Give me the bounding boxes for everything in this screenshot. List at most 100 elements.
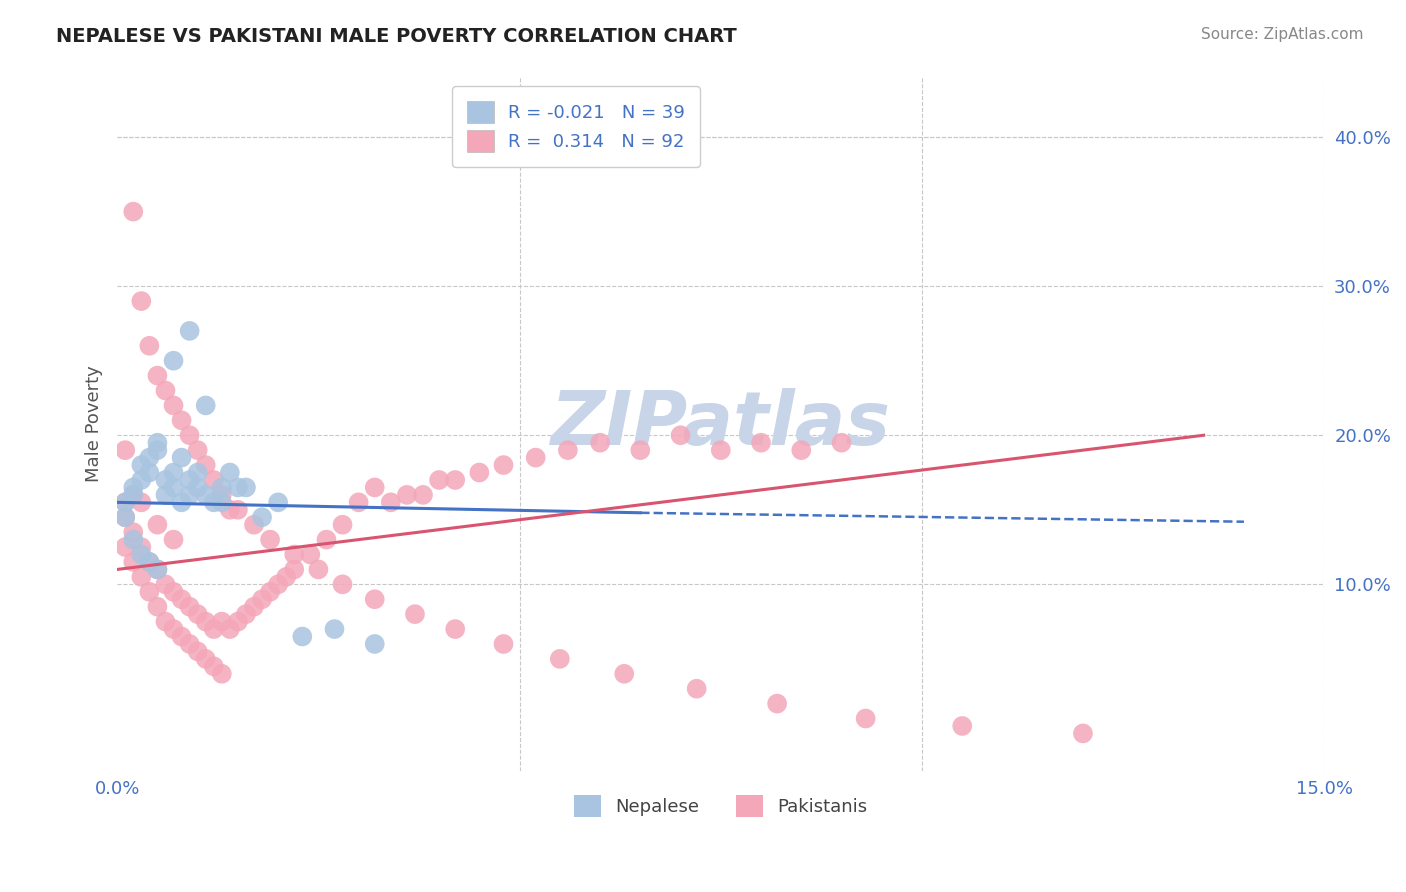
Point [685, 681, 707, 696]
Point [170, 413, 193, 427]
Point [202, 622, 225, 636]
Point [138, 450, 160, 465]
Point [557, 443, 579, 458]
Point [669, 428, 692, 442]
Point [589, 435, 612, 450]
Point [276, 570, 298, 584]
Point [291, 630, 314, 644]
Legend: Nepalese, Pakistanis: Nepalese, Pakistanis [567, 788, 875, 824]
Point [131, 570, 153, 584]
Point [259, 533, 281, 547]
Point [114, 510, 136, 524]
Point [155, 488, 177, 502]
Point [749, 435, 772, 450]
Point [283, 548, 305, 562]
Y-axis label: Male Poverty: Male Poverty [86, 366, 103, 483]
Point [187, 466, 209, 480]
Point [211, 480, 233, 494]
Text: ZIPatlas: ZIPatlas [551, 387, 891, 460]
Point [122, 555, 145, 569]
Point [235, 480, 257, 494]
Point [202, 473, 225, 487]
Point [162, 466, 184, 480]
Point [299, 548, 322, 562]
Point [170, 630, 193, 644]
Point [332, 577, 354, 591]
Point [146, 599, 169, 614]
Point [211, 488, 233, 502]
Point [114, 540, 136, 554]
Point [243, 599, 266, 614]
Point [194, 615, 217, 629]
Point [162, 399, 184, 413]
Point [468, 466, 491, 480]
Point [138, 584, 160, 599]
Point [131, 548, 153, 562]
Point [187, 443, 209, 458]
Point [250, 510, 273, 524]
Point [831, 435, 853, 450]
Point [332, 517, 354, 532]
Point [146, 562, 169, 576]
Point [226, 503, 249, 517]
Point [710, 443, 733, 458]
Point [548, 652, 571, 666]
Point [1071, 726, 1094, 740]
Point [364, 480, 387, 494]
Point [146, 443, 169, 458]
Point [146, 368, 169, 383]
Point [524, 450, 547, 465]
Point [628, 443, 651, 458]
Point [250, 592, 273, 607]
Point [243, 517, 266, 532]
Point [790, 443, 813, 458]
Point [170, 495, 193, 509]
Point [492, 458, 515, 472]
Point [179, 473, 201, 487]
Point [613, 666, 636, 681]
Point [492, 637, 515, 651]
Point [211, 615, 233, 629]
Point [404, 607, 426, 622]
Point [194, 488, 217, 502]
Point [235, 607, 257, 622]
Point [179, 637, 201, 651]
Point [179, 324, 201, 338]
Point [226, 615, 249, 629]
Point [131, 473, 153, 487]
Point [114, 510, 136, 524]
Point [412, 488, 434, 502]
Point [155, 615, 177, 629]
Point [138, 466, 160, 480]
Point [444, 473, 467, 487]
Point [138, 555, 160, 569]
Point [187, 607, 209, 622]
Point [202, 495, 225, 509]
Point [146, 517, 169, 532]
Point [114, 495, 136, 509]
Point [427, 473, 450, 487]
Point [218, 466, 240, 480]
Point [211, 495, 233, 509]
Point [170, 450, 193, 465]
Point [162, 353, 184, 368]
Point [202, 659, 225, 673]
Point [122, 480, 145, 494]
Point [162, 584, 184, 599]
Point [138, 555, 160, 569]
Point [155, 384, 177, 398]
Point [364, 592, 387, 607]
Point [267, 495, 290, 509]
Point [364, 637, 387, 651]
Point [114, 443, 136, 458]
Point [380, 495, 402, 509]
Point [131, 495, 153, 509]
Point [267, 577, 290, 591]
Point [194, 652, 217, 666]
Point [187, 480, 209, 494]
Point [122, 525, 145, 540]
Point [162, 533, 184, 547]
Point [950, 719, 973, 733]
Point [766, 697, 789, 711]
Point [187, 644, 209, 658]
